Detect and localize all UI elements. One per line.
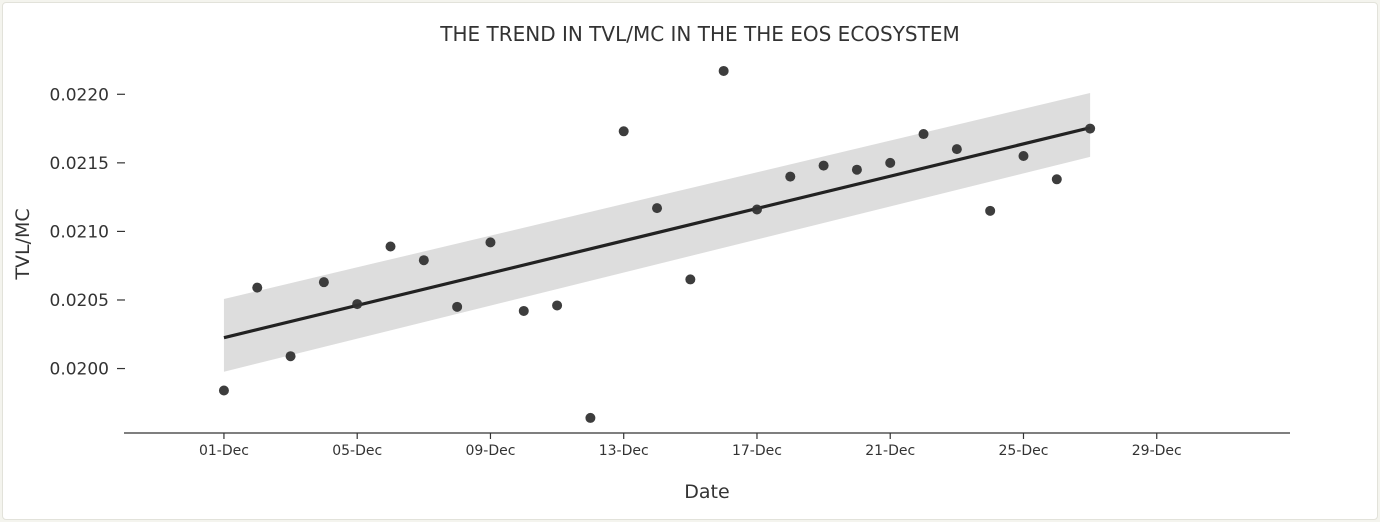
data-point	[985, 205, 996, 216]
x-tick-label: 01-Dec	[199, 443, 249, 459]
data-point	[785, 171, 796, 182]
data-point	[385, 241, 396, 252]
y-tick-label: 0.0205	[50, 291, 109, 311]
chart-title: THE TREND IN TVL/MC IN THE THE EOS ECOSY…	[439, 22, 960, 46]
x-tick-label: 29-Dec	[1132, 443, 1182, 459]
y-tick-label: 0.0215	[50, 154, 109, 174]
x-tick-label: 17-Dec	[732, 443, 782, 459]
axes-layer: 01-Dec 05-Dec 09-Dec 13-Dec 17-Dec 21-Dec 25-D…	[50, 85, 1290, 459]
data-point	[618, 126, 629, 137]
data-point	[518, 305, 529, 316]
data-point	[818, 160, 829, 171]
data-point	[318, 277, 329, 288]
data-point	[918, 129, 929, 140]
x-tick-label: 13-Dec	[599, 443, 649, 459]
data-point	[352, 299, 363, 310]
regression-line	[223, 126, 1091, 340]
data-points-layer	[218, 65, 1096, 423]
data-point	[285, 351, 296, 362]
y-tick-label: 0.0200	[50, 360, 109, 380]
data-point	[951, 144, 962, 155]
y-axis-label: TVL/MC	[12, 208, 34, 280]
trend-line-layer	[223, 126, 1091, 340]
data-point	[585, 412, 596, 423]
data-point	[718, 65, 729, 76]
data-point	[851, 164, 862, 175]
y-tick-label: 0.0220	[50, 85, 109, 105]
data-point	[1085, 123, 1096, 134]
data-point	[751, 204, 762, 215]
x-tick-label: 05-Dec	[332, 443, 382, 459]
data-point	[418, 255, 429, 266]
data-point	[552, 300, 563, 311]
data-point	[652, 203, 663, 214]
x-tick-label: 09-Dec	[465, 443, 515, 459]
x-tick-label: 25-Dec	[999, 443, 1049, 459]
data-point	[485, 237, 496, 248]
data-point	[1051, 174, 1062, 185]
data-point	[452, 301, 463, 312]
y-tick-label: 0.0210	[50, 222, 109, 242]
data-point	[885, 157, 896, 168]
data-point	[1018, 150, 1029, 161]
x-axis-label: Date	[684, 481, 729, 503]
data-point	[218, 385, 229, 396]
x-tick-label: 21-Dec	[865, 443, 915, 459]
data-point	[252, 282, 263, 293]
data-point	[685, 274, 696, 285]
